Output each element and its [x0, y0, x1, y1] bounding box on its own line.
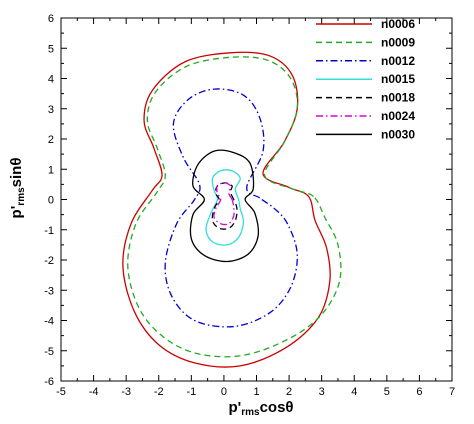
y-tick-label: -6	[44, 376, 54, 388]
y-tick-label: 6	[48, 13, 54, 25]
legend-label-n0030: n0030	[381, 127, 415, 141]
x-tick-label: -2	[154, 386, 164, 398]
legend-label-n0015: n0015	[381, 72, 415, 86]
legend-label-n0012: n0012	[381, 54, 415, 68]
legend-label-n0009: n0009	[381, 35, 415, 49]
x-tick-label: 1	[253, 386, 259, 398]
x-tick-label: -4	[89, 386, 99, 398]
series-line-n0015	[205, 169, 245, 246]
y-tick-label: -4	[44, 316, 54, 328]
y-tick-label: 1	[48, 164, 54, 176]
y-tick-label: -5	[44, 346, 54, 358]
series-line-n0006	[122, 51, 331, 368]
x-tick-label: -5	[56, 386, 66, 398]
x-tick-label: 2	[286, 386, 292, 398]
series-line-n0012	[164, 88, 298, 328]
x-tick-label: 4	[351, 386, 357, 398]
legend-label-n0018: n0018	[381, 91, 415, 105]
x-tick-label: 7	[449, 386, 455, 398]
x-tick-label: 0	[221, 386, 227, 398]
x-tick-label: -1	[186, 386, 196, 398]
legend-label-n0006: n0006	[381, 17, 415, 31]
y-tick-label: 2	[48, 134, 54, 146]
y-tick-label: 0	[48, 195, 54, 207]
y-tick-label: -3	[44, 285, 54, 297]
series-line-n0030	[189, 149, 260, 263]
x-axis-label: p'rmscosθ	[228, 399, 293, 418]
y-tick-label: 3	[48, 104, 54, 116]
y-tick-label: 5	[48, 43, 54, 55]
x-tick-label: 6	[416, 386, 422, 398]
series-line-n0024	[213, 182, 235, 226]
y-tick-label: 4	[48, 74, 54, 86]
y-tick-label: -1	[44, 225, 54, 237]
series-line-n0009	[127, 56, 342, 358]
plot-curves	[122, 51, 342, 368]
x-tick-label: -3	[121, 386, 131, 398]
legend: n0006 n0009 n0012 n0015 n0018 n0024 n0030	[316, 17, 415, 141]
legend-label-n0024: n0024	[381, 109, 415, 123]
series-line-n0018	[211, 182, 238, 230]
x-tick-label: 3	[319, 386, 325, 398]
y-tick-label: -2	[44, 255, 54, 267]
y-axis-label: p'rmssinθ	[8, 158, 27, 219]
x-tick-label: 5	[384, 386, 390, 398]
